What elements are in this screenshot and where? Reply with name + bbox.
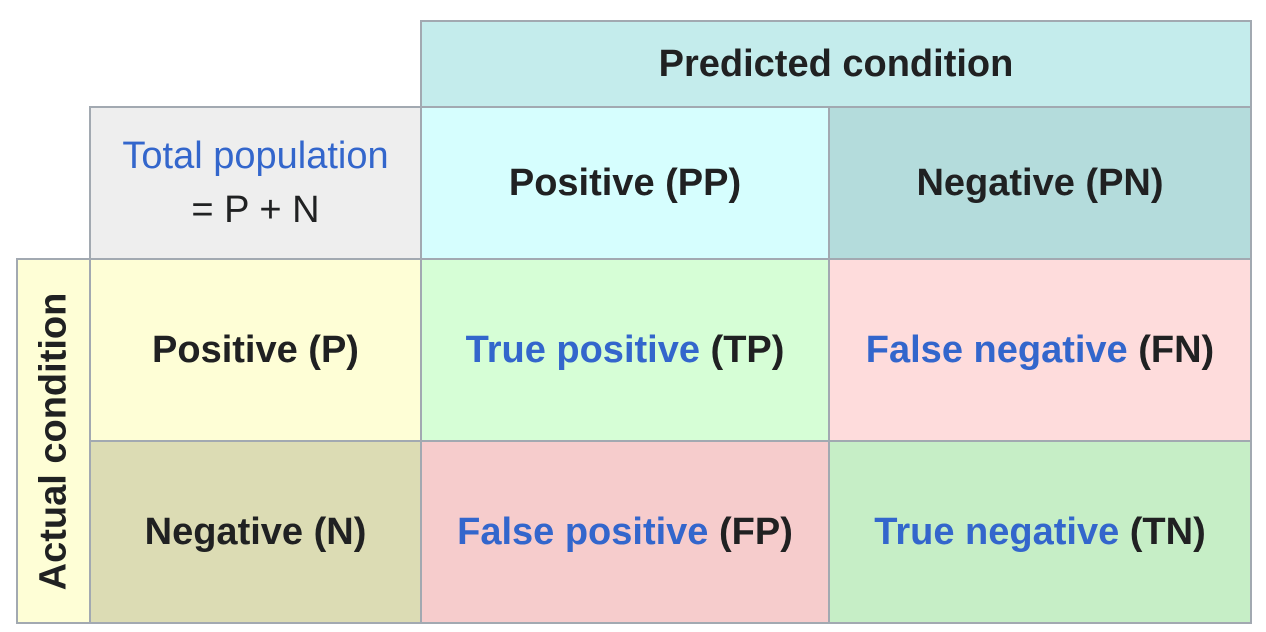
true-negative-cell: True negative (TN) — [828, 440, 1252, 624]
actual-positive-label: Positive (P) — [152, 328, 359, 371]
total-population-formula: = P + N — [191, 189, 320, 231]
actual-condition-header: Actual condition — [16, 258, 91, 624]
actual-negative-label: Negative (N) — [144, 510, 367, 553]
false-positive-link[interactable]: False positive — [457, 510, 709, 553]
predicted-condition-label: Predicted condition — [658, 42, 1014, 85]
total-population-cell: Total population = P + N — [89, 106, 422, 260]
true-positive-link[interactable]: True positive — [465, 328, 700, 371]
true-negative-link[interactable]: True negative — [874, 510, 1120, 553]
predicted-condition-header: Predicted condition — [420, 20, 1252, 108]
predicted-positive-label: Positive (PP) — [508, 161, 742, 204]
false-positive-abbr: (FP) — [719, 510, 793, 553]
actual-condition-label: Actual condition — [32, 292, 74, 590]
predicted-positive-cell: Positive (PP) — [420, 106, 830, 260]
false-negative-link[interactable]: False negative — [865, 328, 1128, 371]
true-negative-abbr: (TN) — [1129, 510, 1206, 553]
actual-positive-cell: Positive (P) — [89, 258, 422, 442]
true-positive-abbr: (TP) — [710, 328, 785, 371]
predicted-negative-label: Negative (PN) — [916, 161, 1164, 204]
predicted-negative-cell: Negative (PN) — [828, 106, 1252, 260]
actual-negative-cell: Negative (N) — [89, 440, 422, 624]
false-negative-cell: False negative (FN) — [828, 258, 1252, 442]
true-positive-cell: True positive (TP) — [420, 258, 830, 442]
false-negative-abbr: (FN) — [1138, 328, 1215, 371]
false-positive-cell: False positive (FP) — [420, 440, 830, 624]
total-population-link[interactable]: Total population — [122, 135, 389, 177]
